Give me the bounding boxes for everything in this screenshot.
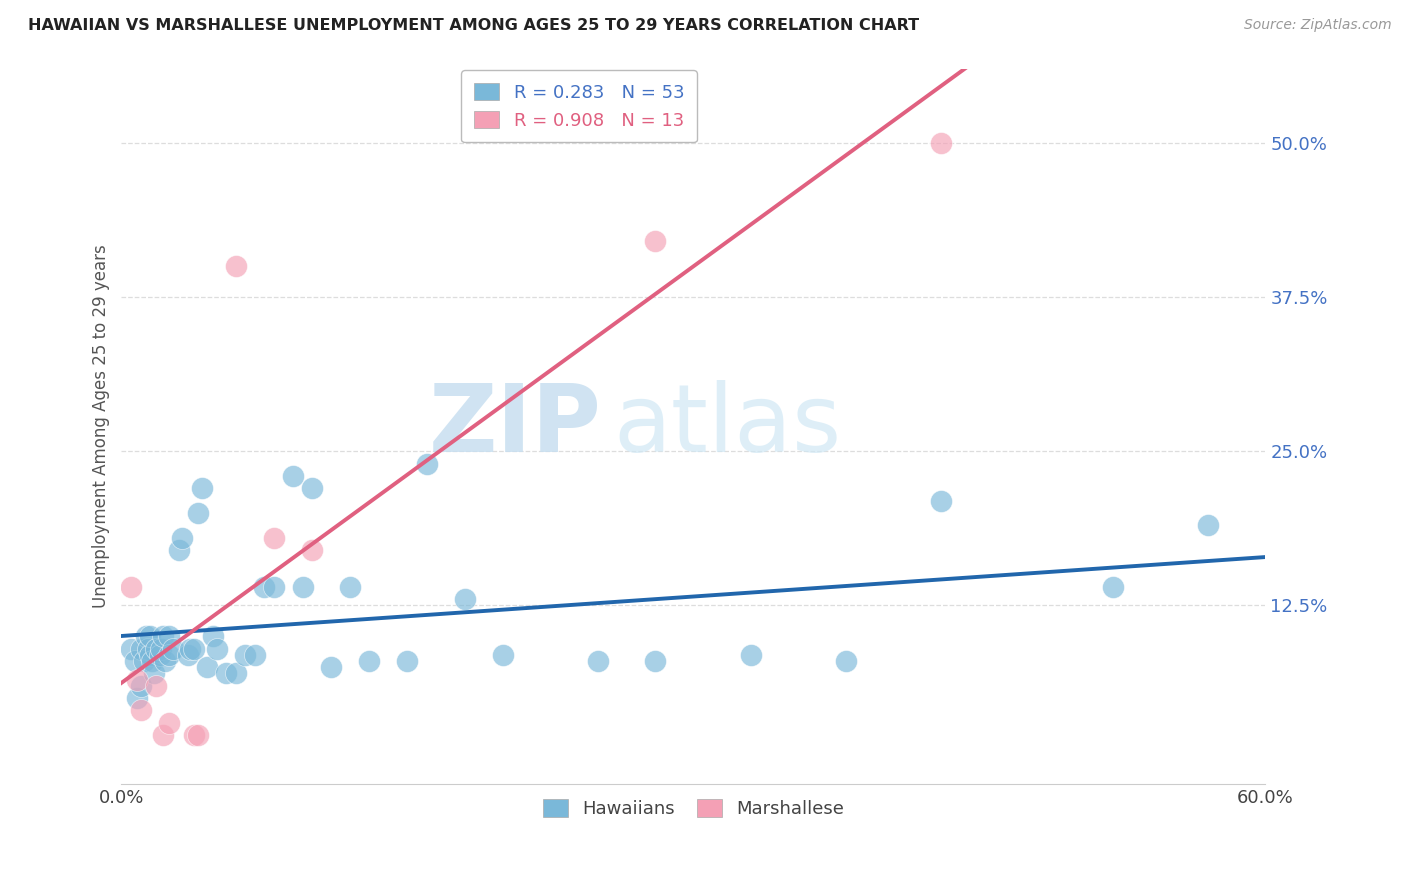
Point [179,641,201,656]
Point [129,679,152,693]
Point [321,660,343,674]
Point [183,641,205,656]
Point [187,728,209,742]
Point [492,648,515,662]
Point [177,648,200,662]
Point [167,542,190,557]
Text: ZIP: ZIP [429,381,602,473]
Point [301,481,323,495]
Point [339,580,361,594]
Point [225,666,247,681]
Point [187,506,209,520]
Point [291,580,314,594]
Point [142,666,165,681]
Point [281,468,304,483]
Point [190,481,212,495]
Point [740,648,762,662]
Point [145,679,167,693]
Point [152,728,174,742]
Point [931,136,953,150]
Point [129,703,152,717]
Point [157,629,180,643]
Text: HAWAIIAN VS MARSHALLESE UNEMPLOYMENT AMONG AGES 25 TO 29 YEARS CORRELATION CHART: HAWAIIAN VS MARSHALLESE UNEMPLOYMENT AMO… [28,18,920,33]
Point [155,654,177,668]
Point [135,629,157,643]
Point [644,235,666,249]
Point [253,580,276,594]
Point [148,648,170,662]
Text: atlas: atlas [613,381,842,473]
Point [396,654,419,668]
Point [835,654,858,668]
Point [359,654,381,668]
Point [243,648,266,662]
Point [453,592,475,607]
Point [129,641,152,656]
Point [1197,518,1219,533]
Point [172,531,194,545]
Point [120,580,142,594]
Point [125,673,148,687]
Point [201,629,224,643]
Point [931,493,953,508]
Y-axis label: Unemployment Among Ages 25 to 29 years: Unemployment Among Ages 25 to 29 years [93,244,110,608]
Point [152,629,174,643]
Point [136,641,159,656]
Point [183,728,205,742]
Point [301,542,323,557]
Point [124,654,146,668]
Point [141,654,163,668]
Point [215,666,238,681]
Point [162,641,184,656]
Point [415,457,437,471]
Point [145,641,167,656]
Point [157,648,180,662]
Point [1102,580,1125,594]
Text: Source: ZipAtlas.com: Source: ZipAtlas.com [1244,18,1392,32]
Point [157,715,180,730]
Point [644,654,666,668]
Point [263,531,285,545]
Point [139,629,162,643]
Point [120,641,142,656]
Point [205,641,228,656]
Point [586,654,609,668]
Point [134,654,156,668]
Legend: Hawaiians, Marshallese: Hawaiians, Marshallese [536,792,852,825]
Point [263,580,285,594]
Point [225,259,247,273]
Point [125,691,148,706]
Point [235,648,257,662]
Point [139,648,162,662]
Point [150,641,173,656]
Point [195,660,218,674]
